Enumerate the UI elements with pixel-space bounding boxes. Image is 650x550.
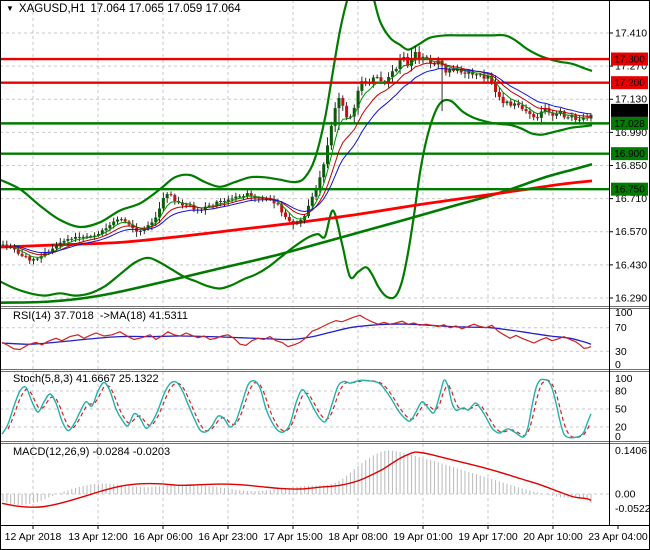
time-axis[interactable]: 12 Apr 2018 13 Apr 12:00 16 Apr 06:00 16 Ap… <box>5 526 648 543</box>
stoch-k-line <box>1 378 592 439</box>
stochastic-pane[interactable] <box>1 378 592 439</box>
indicator-scale-label: 0 <box>615 359 621 371</box>
price-level-chip <box>611 182 648 196</box>
stoch-d-line <box>7 379 591 439</box>
indicator-scale-label: 30 <box>615 346 627 358</box>
price-level-chip <box>611 52 648 66</box>
fast-moving-averages <box>14 58 592 258</box>
indicator-scale-label: 100 <box>615 373 633 385</box>
time-axis-label: 13 Apr 12:00 <box>68 531 128 543</box>
current-price-chip <box>611 103 648 117</box>
indicator-scale-label: 0.1406 <box>615 445 647 457</box>
macd-signal-line <box>1 451 592 508</box>
price-axis-label: 16.850 <box>615 160 647 172</box>
price-axis-label: 16.570 <box>615 226 647 238</box>
indicator-scale-label: 0 <box>615 431 621 443</box>
price-axis-label: 16.710 <box>615 193 647 205</box>
price-axis[interactable]: 17.41017.27017.13016.99016.85016.71016.5… <box>609 28 648 305</box>
macd-pane[interactable] <box>1 450 592 508</box>
indicator-scale-label: 100 <box>615 307 633 319</box>
indicator-scale-label: 20 <box>615 422 627 434</box>
chart-title: ▼ XAGUSD,H1 17.064 17.065 17.059 17.064 <box>6 3 241 15</box>
indicator-scale-label: 80 <box>615 386 627 398</box>
svg-text:17.028: 17.028 <box>614 119 645 130</box>
price-axis-label: 17.130 <box>615 94 647 106</box>
price-axis-label: 17.410 <box>615 28 647 40</box>
svg-text:17.200: 17.200 <box>614 78 645 89</box>
symbol-timeframe: XAGUSD,H1 <box>18 3 86 15</box>
svg-text:16.900: 16.900 <box>614 149 645 160</box>
svg-text:16.750: 16.750 <box>614 185 645 196</box>
bollinger-upper-band <box>0 0 593 229</box>
time-axis-label: 19 Apr 01:00 <box>393 531 453 543</box>
ohlc-readout: 17.064 17.065 17.059 17.064 <box>90 3 241 15</box>
fast-ma-line-10 <box>14 62 592 256</box>
price-axis-label: 16.290 <box>615 292 647 304</box>
rsi-line <box>1 314 592 351</box>
symbol-dropdown-icon[interactable]: ▼ <box>6 4 14 13</box>
price-axis-label: 16.430 <box>615 259 647 271</box>
indicator-scale-label: 70 <box>615 322 627 334</box>
indicator-scale-label: -0.0522 <box>615 503 650 515</box>
svg-text:17.300: 17.300 <box>614 55 645 66</box>
indicator-scale-label: 50 <box>615 404 627 416</box>
stoch-pane-label: Stoch(5,8,3) 41.6667 25.1322 <box>13 373 159 385</box>
price-level-chip <box>611 116 648 130</box>
price-level-chip <box>611 76 648 90</box>
slow-green-ma-line <box>0 163 593 304</box>
time-axis-label: 12 Apr 2018 <box>5 531 62 543</box>
svg-text:17.064: 17.064 <box>614 106 645 117</box>
fast-ma-line-16 <box>14 67 592 254</box>
time-axis-label: 19 Apr 17:00 <box>458 531 518 543</box>
time-axis-label: 18 Apr 08:00 <box>328 531 388 543</box>
indicator-scale-label: 0.00 <box>615 489 636 501</box>
main-price-pane[interactable] <box>0 0 593 304</box>
time-axis-label: 16 Apr 23:00 <box>198 531 258 543</box>
rsi-pane-label: RSI(14) 37.7018 ->MA(18) 41.5311 <box>13 310 188 322</box>
fast-ma-line-5 <box>14 58 592 258</box>
time-axis-label: 17 Apr 15:00 <box>263 531 323 543</box>
price-level-chip <box>611 147 648 161</box>
time-axis-label: 23 Apr 04:00 <box>588 531 648 543</box>
rsi-pane[interactable] <box>1 314 592 351</box>
support-resistance-lines <box>0 57 609 191</box>
macd-pane-label: MACD(12,26,9) -0.0284 -0.0203 <box>13 446 171 458</box>
time-axis-label: 16 Apr 06:00 <box>133 531 193 543</box>
time-axis-label: 20 Apr 10:00 <box>523 531 583 543</box>
